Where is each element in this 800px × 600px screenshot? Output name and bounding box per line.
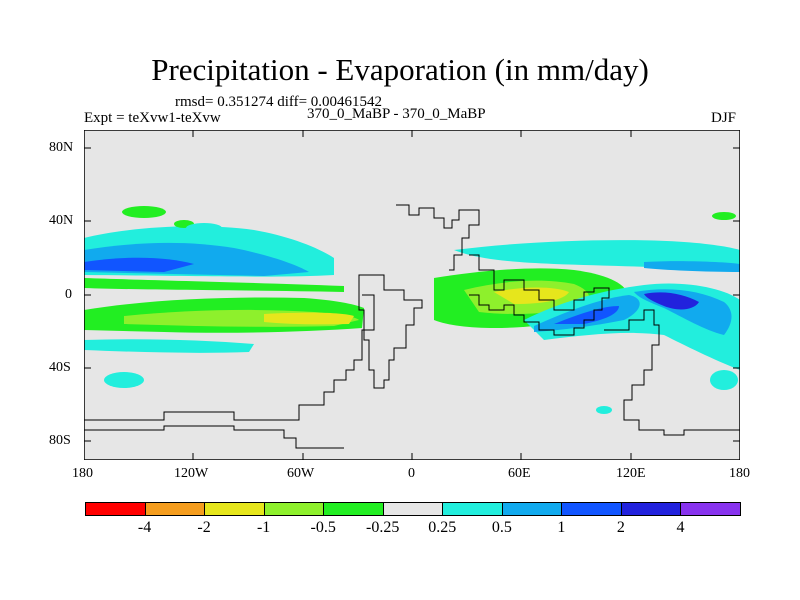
colorbar-swatch — [144, 502, 206, 516]
y-tick-label: 0 — [65, 287, 72, 302]
colorbar-swatch — [501, 502, 563, 516]
colorbar-label: 0.25 — [428, 519, 457, 536]
colorbar-label: -2 — [197, 519, 211, 536]
contour-lightblue — [644, 261, 740, 272]
contour-darkblue — [644, 292, 699, 310]
y-tick-label: 40N — [49, 213, 74, 228]
comparison-label: 370_0_MaBP - 370_0_MaBP — [307, 106, 486, 122]
contour-blue — [84, 257, 194, 272]
coastline-asia — [469, 254, 610, 336]
colorbar-swatch — [204, 502, 265, 516]
coastlines — [84, 204, 740, 449]
contour-cyan — [104, 372, 144, 388]
y-tick-label: 80S — [49, 433, 71, 448]
stats-text: rmsd= 0.351274 diff= 0.00461542 — [175, 94, 383, 110]
x-tick-label: 0 — [408, 466, 415, 481]
y-tick-label: 40S — [49, 360, 71, 375]
colorbar-swatch — [263, 502, 325, 516]
x-tick-label: 60E — [508, 466, 531, 481]
coastline-australia-antarctic — [604, 309, 740, 436]
x-tick-label: 120E — [616, 466, 646, 481]
data-contours — [84, 206, 740, 414]
contour-yellow — [264, 312, 354, 325]
contour-cyan — [710, 370, 738, 390]
contour-cyan — [84, 339, 254, 353]
colorbar-swatch — [561, 502, 622, 516]
contour-green — [122, 206, 166, 218]
x-tick-label: 60W — [287, 466, 315, 481]
colorbar-label: 1 — [557, 519, 566, 536]
x-tick-label: 180 — [729, 466, 750, 481]
contour-green — [84, 278, 344, 292]
colorbar-swatch — [85, 502, 146, 516]
contour-cyan — [186, 223, 222, 233]
colorbar-label: 4 — [676, 519, 685, 536]
colorbar-label: -4 — [137, 519, 152, 536]
coastline-africa — [358, 274, 423, 389]
x-tick-label: 120W — [174, 466, 209, 481]
coastline-south-america — [84, 294, 375, 421]
colorbar-label: 2 — [616, 519, 625, 536]
colorbar-swatch — [382, 502, 444, 516]
experiment-label: Expt = teXvw1-teXvw — [84, 110, 221, 126]
colorbar-label: -0.25 — [366, 519, 400, 536]
colorbar-label: -0.5 — [310, 519, 336, 536]
contour-green — [712, 212, 736, 220]
x-tick-label: 180 — [72, 466, 93, 481]
precip-evap-map — [84, 130, 740, 460]
colorbar-swatch — [442, 502, 503, 516]
contour-blue — [554, 306, 619, 324]
colorbar-label: 0.5 — [491, 519, 512, 536]
colorbar-label: -1 — [256, 519, 271, 536]
contour-cyan — [596, 406, 612, 414]
y-tick-label: 80N — [49, 140, 74, 155]
coastline-europe — [396, 204, 480, 271]
colorbar-swatch — [680, 502, 741, 516]
chart-title: Precipitation - Evaporation (in mm/day) — [151, 52, 649, 87]
axis-ticks — [84, 130, 740, 460]
colorbar-swatch — [323, 502, 384, 516]
coastline-antarctica — [84, 425, 344, 449]
colorbar-swatch — [620, 502, 682, 516]
season-label: DJF — [711, 110, 737, 126]
